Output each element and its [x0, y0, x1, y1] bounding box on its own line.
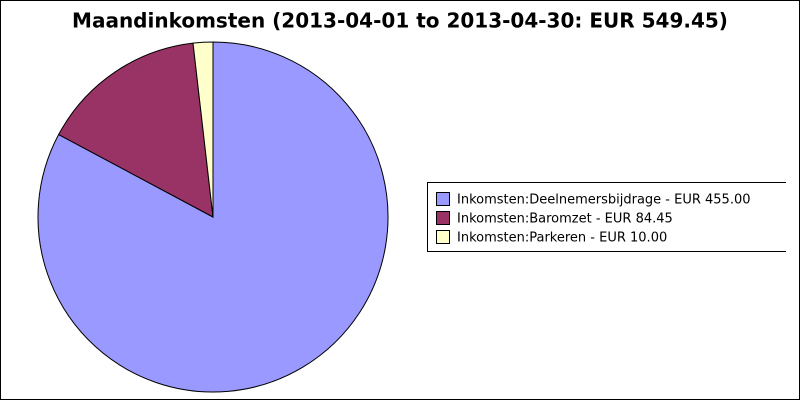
- legend: Inkomsten:Deelnemersbijdrage - EUR 455.0…: [427, 182, 786, 252]
- legend-swatch: [436, 192, 450, 206]
- pie-slice: [192, 41, 214, 218]
- legend-label: Inkomsten:Baromzet - EUR 84.45: [457, 212, 673, 227]
- chart-title: Maandinkomsten (2013-04-01 to 2013-04-30…: [72, 9, 728, 33]
- legend-box: [427, 182, 786, 252]
- legend-swatch: [436, 211, 450, 225]
- legend-label: Inkomsten:Deelnemersbijdrage - EUR 455.0…: [457, 193, 751, 208]
- legend-label: Inkomsten:Parkeren - EUR 10.00: [457, 231, 667, 246]
- pie-slice: [57, 42, 214, 218]
- legend-swatch: [436, 230, 450, 244]
